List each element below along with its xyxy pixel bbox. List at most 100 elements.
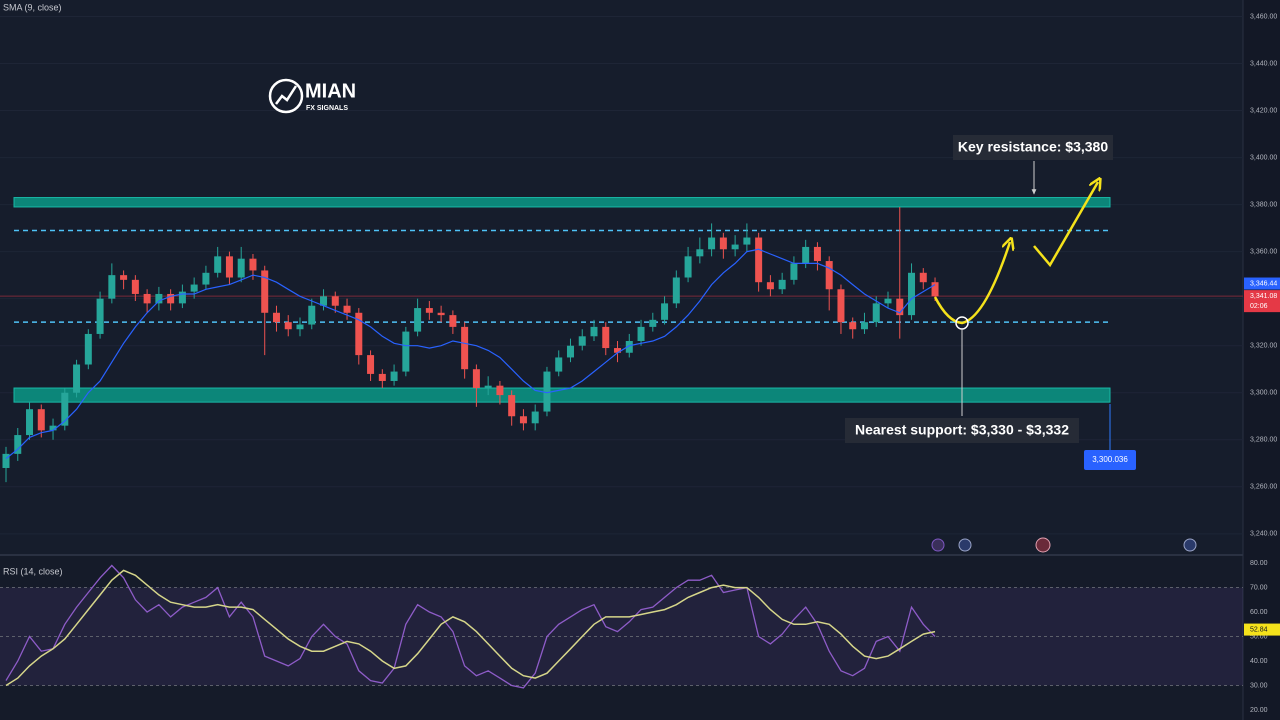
candle-body (778, 279, 786, 290)
candle-body (202, 272, 210, 285)
y-tick-label: 3,300.00 (1250, 390, 1277, 397)
candle-body (637, 326, 645, 341)
candle-body (649, 319, 657, 327)
candle-body (437, 312, 445, 316)
candle-body (414, 308, 422, 332)
candle-body (849, 322, 857, 330)
logo-subtitle: FX SIGNALS (306, 105, 348, 112)
candle-body (484, 385, 492, 389)
candle-body (896, 298, 904, 316)
event-icon (958, 538, 972, 552)
candle-body (672, 277, 680, 304)
candle-body (825, 261, 833, 290)
grid-layer (0, 15, 1243, 686)
rsi-badge (1244, 623, 1280, 636)
y-tick-label: 60.00 (1250, 609, 1268, 616)
candle-body (143, 293, 151, 304)
y-tick-label: 3,360.00 (1250, 248, 1277, 255)
candle-body (813, 246, 821, 262)
projection (933, 161, 1111, 450)
candle-body (378, 373, 386, 381)
candle-body (237, 258, 245, 278)
projection-path (1033, 182, 1098, 268)
candle-body (602, 326, 610, 349)
annotations: Key resistance: $3,380 Nearest support: … (845, 135, 1136, 470)
candle-body (2, 453, 10, 468)
event-icon (1035, 537, 1051, 553)
candle-body (84, 333, 92, 365)
note-box (953, 135, 1113, 160)
candle-body (249, 258, 257, 271)
candle-body (919, 272, 927, 283)
rsi-line (5, 564, 936, 689)
event-icon (931, 538, 945, 552)
y-tick-label: 80.00 (1250, 560, 1268, 567)
rsi-ma-line (5, 569, 936, 687)
candle-body (543, 371, 551, 412)
candle-body (131, 279, 139, 294)
rsi-pane (0, 555, 1243, 720)
candle-body (872, 303, 880, 323)
rsi-title: RSI (14, close) (3, 566, 63, 576)
candle-body (472, 369, 480, 389)
candle-body (461, 326, 469, 370)
candle-body (14, 435, 22, 454)
y-tick-label: 50.00 (1250, 633, 1268, 640)
support-note: Nearest support: $3,330 - $3,332 (855, 422, 1069, 438)
candle-body (884, 298, 892, 304)
candle-body (73, 364, 81, 393)
y-tick-label: 20.00 (1250, 707, 1268, 714)
candle-body (425, 308, 433, 313)
candle-body (766, 282, 774, 290)
candle-body (790, 263, 798, 280)
candle-body (96, 298, 104, 334)
event-icon (1183, 538, 1197, 552)
candle-body (684, 256, 692, 278)
resistance-note: Key resistance: $3,380 (958, 139, 1108, 155)
y-tick-label: 3,280.00 (1250, 437, 1277, 444)
candle-body (661, 303, 669, 320)
axis-layer: 3,240.00 3,260.00 3,280.00 3,300.00 3,320.00… (1244, 13, 1280, 714)
y-tick-label: 3,460.00 (1250, 13, 1277, 20)
candle-body (696, 249, 704, 257)
logo-icon (275, 85, 298, 105)
note-box (845, 418, 1079, 443)
candle-body (178, 291, 186, 304)
y-tick-label: 3,320.00 (1250, 343, 1277, 350)
candle-body (519, 416, 527, 424)
candle-body (578, 336, 586, 346)
candle-body (284, 322, 292, 330)
marks-layer (0, 197, 1243, 689)
candle-body (555, 357, 563, 372)
candle-body (731, 244, 739, 250)
y-tick-label: 3,400.00 (1250, 154, 1277, 161)
candle-body (802, 246, 810, 264)
candle-body (261, 270, 269, 313)
y-tick-label: 3,380.00 (1250, 201, 1277, 208)
candle-body (120, 275, 128, 280)
candle-body (566, 345, 574, 358)
y-tick-label: 30.00 (1250, 682, 1268, 689)
countdown: 02:06 (1250, 303, 1268, 310)
candle-body (167, 293, 175, 304)
candle-body (719, 237, 727, 250)
candle-body (61, 392, 69, 426)
candle-body (108, 275, 116, 299)
event-icons (931, 537, 1197, 553)
candle-body (367, 355, 375, 374)
price-axis (1243, 0, 1280, 720)
candle-body (225, 256, 233, 278)
y-tick-label: 3,420.00 (1250, 107, 1277, 114)
y-tick-label: 3,440.00 (1250, 60, 1277, 67)
logo-ring (268, 78, 304, 114)
candle-body (590, 326, 598, 337)
y-tick-label: 40.00 (1250, 658, 1268, 665)
projection-path (933, 242, 1010, 325)
candle-body (614, 348, 622, 353)
candle-body (449, 315, 457, 327)
candle-body (743, 237, 751, 245)
sma-badge (1244, 277, 1280, 290)
candle-body (296, 324, 304, 330)
candle-body (331, 296, 339, 306)
y-tick-label: 3,260.00 (1250, 484, 1277, 491)
